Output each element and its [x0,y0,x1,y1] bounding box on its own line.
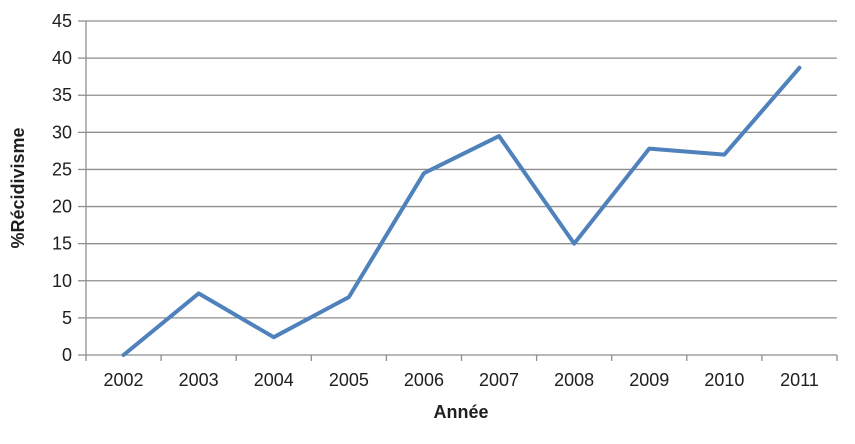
gridlines [86,20,837,319]
x-axis-ticks [85,355,838,361]
y-tick-label: 30 [52,122,72,142]
y-tick-label: 35 [52,85,72,105]
y-axis-tick-labels: 0 5 10 15 20 25 30 35 40 45 [52,11,72,365]
x-tick-label: 2011 [780,370,819,390]
y-tick-label: 0 [62,345,72,365]
series-line [121,65,802,357]
y-tick-label: 40 [52,48,72,68]
y-tick-label: 10 [52,271,72,291]
x-tick-label: 2002 [104,370,144,390]
x-axis-tick-labels: 2002 2003 2004 2005 2006 2007 2008 2009 2010 2011 [104,370,819,390]
x-axis-title: Année [433,402,488,422]
y-axis-ticks [78,20,86,356]
x-tick-label: 2010 [704,370,744,390]
x-tick-label: 2007 [479,370,519,390]
x-tick-label: 2006 [404,370,444,390]
x-tick-label: 2005 [329,370,369,390]
data-series [121,65,802,357]
y-tick-label: 45 [52,11,72,31]
x-tick-label: 2009 [629,370,669,390]
x-tick-label: 2003 [179,370,219,390]
axes [85,21,837,356]
y-tick-label: 5 [62,308,72,328]
x-tick-label: 2004 [254,370,294,390]
y-tick-label: 15 [52,234,72,254]
y-tick-label: 25 [52,159,72,179]
x-tick-label: 2008 [554,370,594,390]
y-tick-label: 20 [52,197,72,217]
y-axis-title: %Récidivisme [8,127,28,248]
